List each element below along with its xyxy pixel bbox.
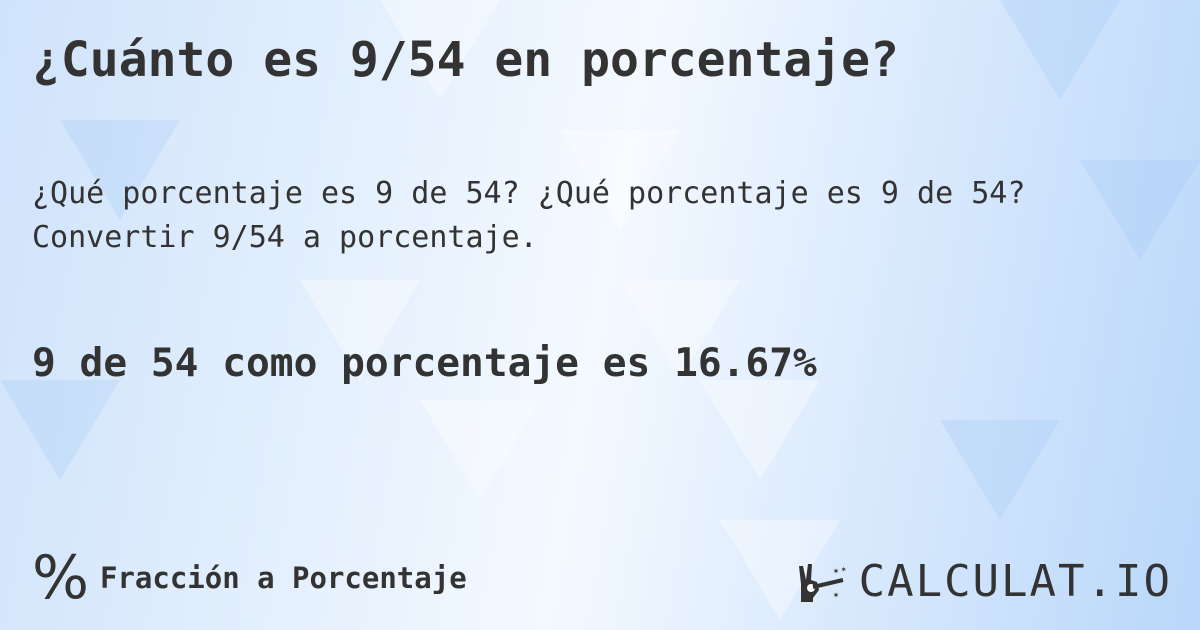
magic-hand-wand-icon: ✶ ✶ ✶ [798,563,847,602]
category-link[interactable]: % Fracción a Porcentaje [32,548,467,608]
result-text: 9 de 54 como porcentaje es 16.67% [32,340,817,386]
calculat-io-logo[interactable]: ✶ ✶ ✶ CALCULAT.IO [797,556,1172,607]
logo-text: CALCULAT.IO [858,556,1172,607]
svg-text:✶: ✶ [833,566,839,577]
percent-icon: % [32,543,90,613]
svg-text:✶: ✶ [833,590,839,601]
svg-text:✶: ✶ [841,565,847,575]
category-label: Fracción a Porcentaje [100,561,467,595]
description: ¿Qué porcentaje es 9 de 54? ¿Qué porcent… [32,176,1026,255]
page-title: ¿Cuánto es 9/54 en porcentaje? [32,32,899,88]
